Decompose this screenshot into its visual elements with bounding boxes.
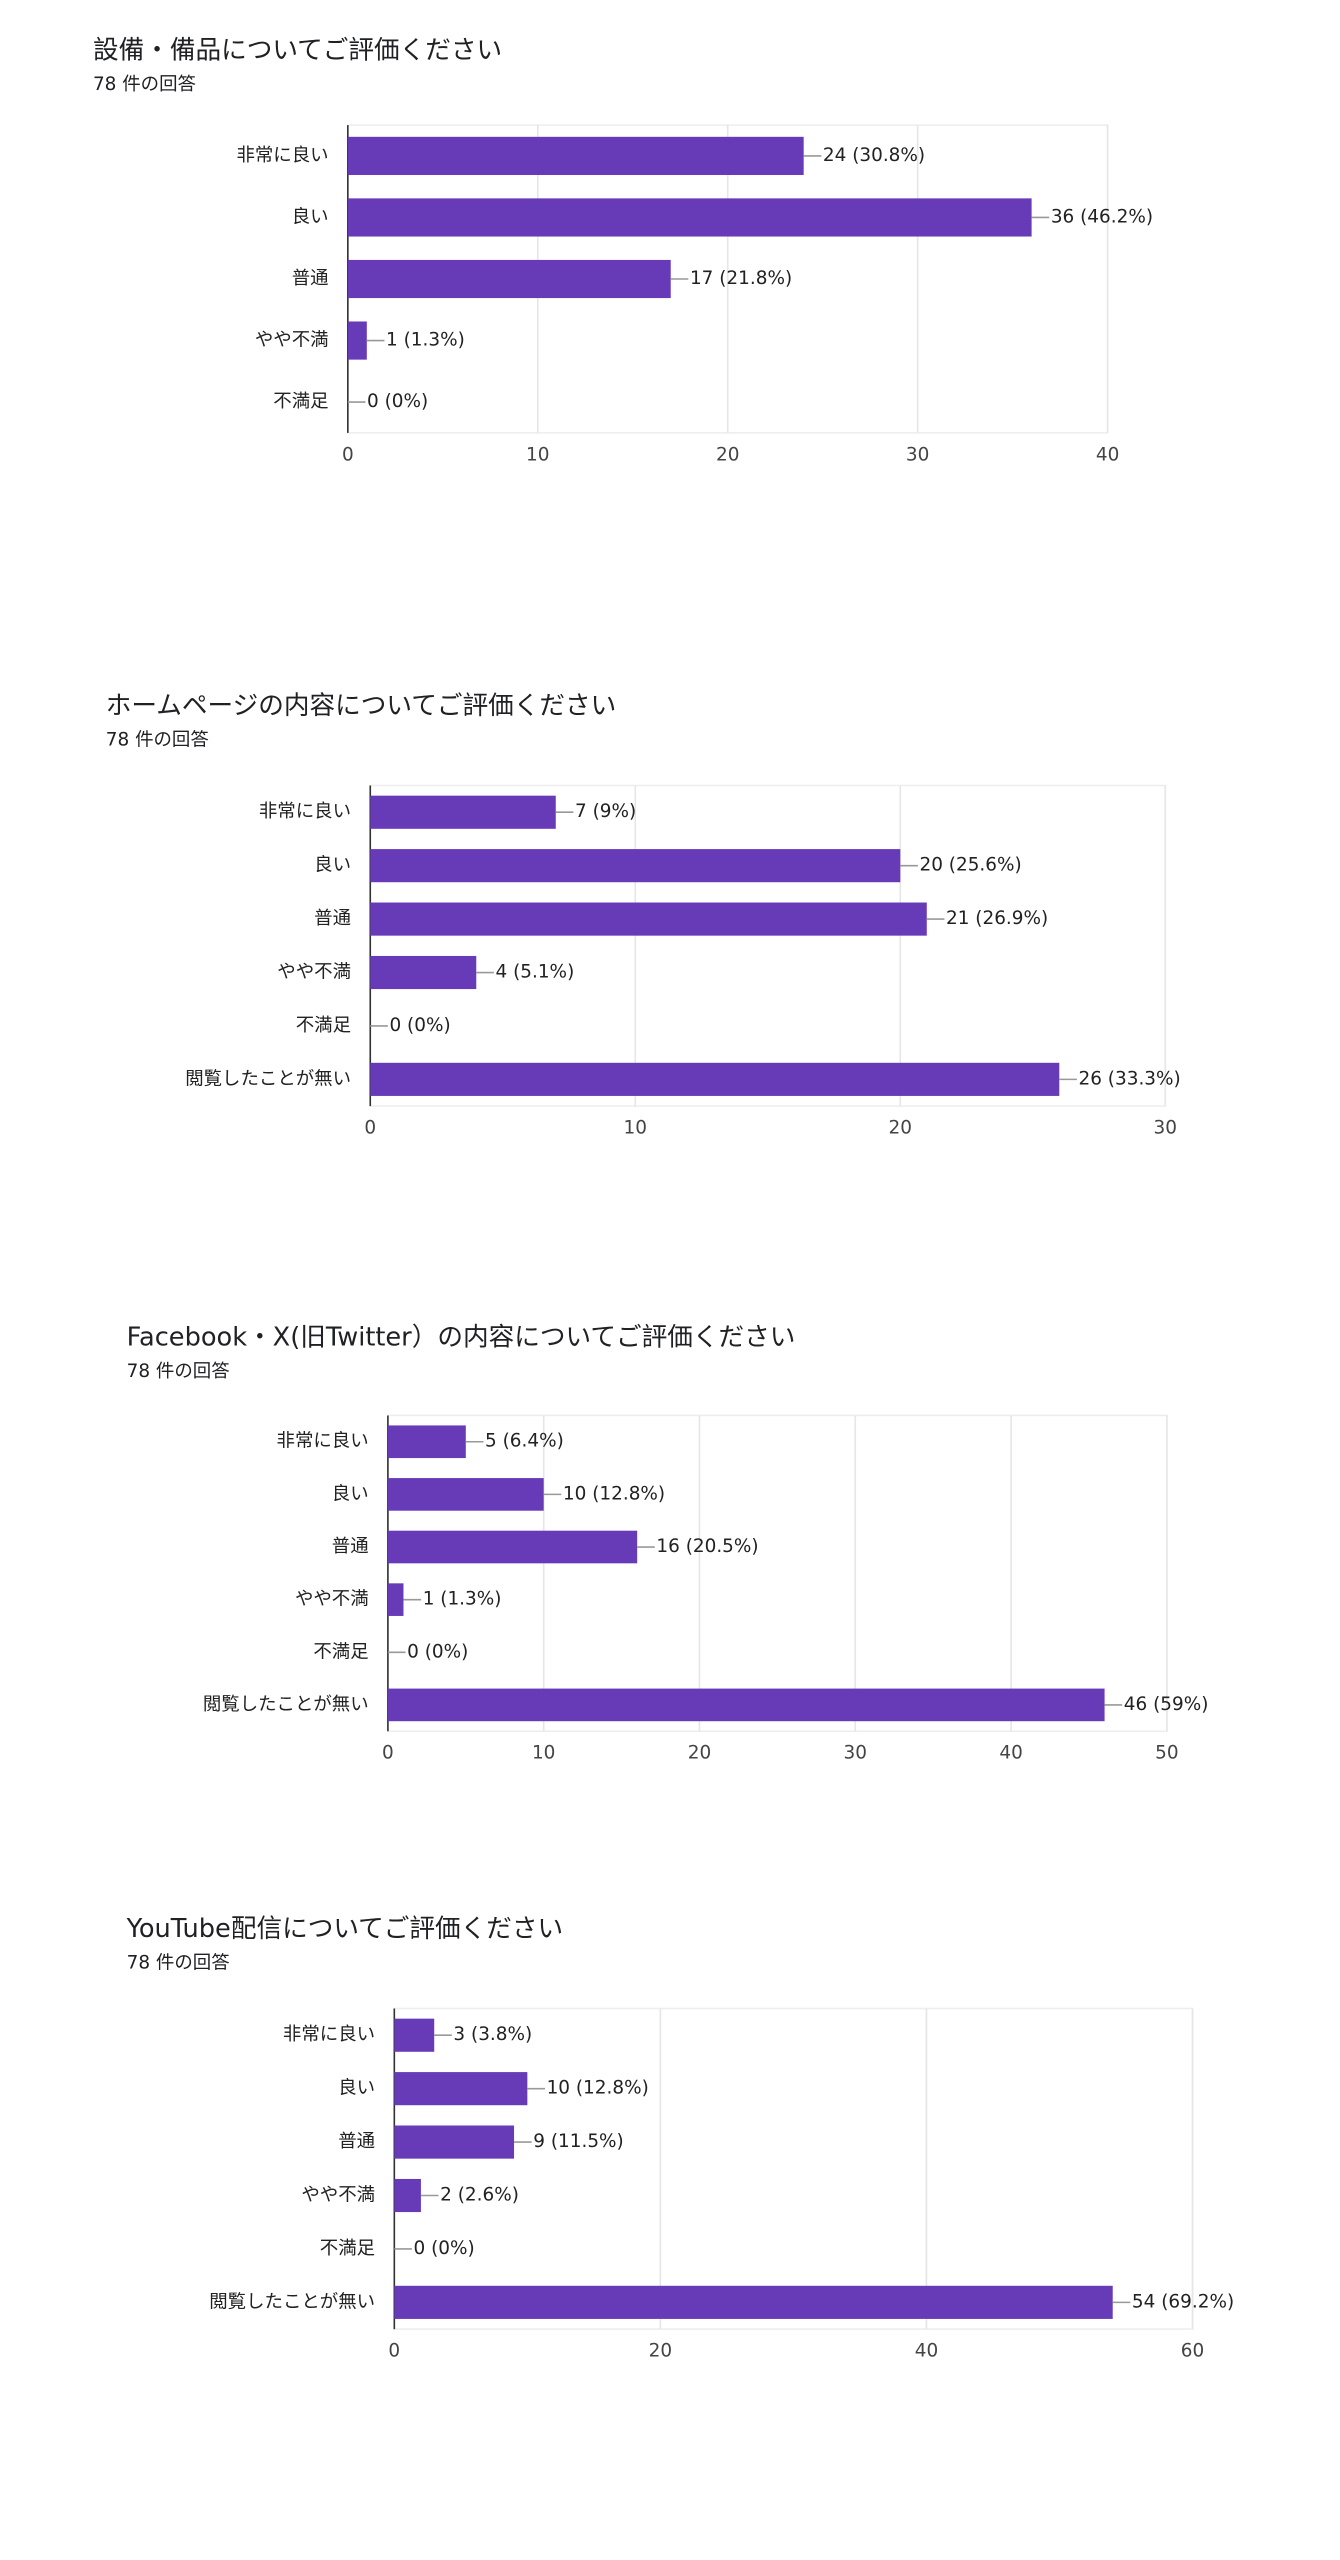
category-label: 非常に良い (259, 801, 351, 822)
chart-subtitle: 78 件の回答 (127, 1361, 230, 1382)
x-tick-label: 20 (688, 1743, 711, 1764)
chart-title: Facebook・X(旧Twitter）の内容についてご評価ください (127, 1323, 796, 1353)
x-tick-label: 40 (915, 2341, 938, 2362)
x-tick-label: 20 (649, 2341, 672, 2362)
chart-subtitle: 78 件の回答 (127, 1953, 230, 1974)
category-label: 普通 (338, 2131, 375, 2152)
x-tick-label: 60 (1181, 2341, 1204, 2362)
value-label: 20 (25.6%) (920, 855, 1022, 876)
bar (387, 1583, 404, 1616)
bar (387, 1478, 544, 1511)
plot-frame (369, 784, 1167, 1107)
value-label: 24 (30.8%) (823, 145, 925, 166)
value-label: 26 (33.3%) (1079, 1068, 1181, 1089)
value-label: 21 (26.9%) (946, 908, 1048, 929)
value-label: 0 (0%) (389, 1015, 450, 1036)
bar (394, 2072, 528, 2106)
bar (347, 259, 671, 299)
category-label: 良い (292, 206, 329, 227)
category-label: やや不満 (301, 2185, 375, 2206)
value-label: 1 (1.3%) (423, 1589, 502, 1610)
value-label: 36 (46.2%) (1051, 206, 1153, 227)
bar (370, 849, 901, 883)
chart-title: ホームページの内容についてご評価ください (106, 691, 616, 721)
bar (347, 136, 804, 175)
category-label: 不満足 (273, 391, 328, 412)
bar (394, 2018, 435, 2052)
bar (347, 198, 1032, 237)
chart-title: 設備・備品についてご評価ください (93, 35, 502, 65)
bar (387, 1425, 466, 1459)
x-tick-label: 0 (342, 444, 354, 465)
category-label: 良い (338, 2078, 375, 2099)
value-label: 9 (11.5%) (533, 2131, 623, 2152)
bar (370, 1062, 1060, 1096)
x-tick-label: 30 (906, 444, 929, 465)
category-label: 良い (314, 855, 351, 876)
x-tick-label: 0 (382, 1743, 394, 1764)
value-label: 46 (59%) (1124, 1694, 1209, 1715)
value-label: 10 (12.8%) (563, 1483, 665, 1504)
x-tick-label: 10 (532, 1743, 555, 1764)
x-tick-label: 0 (364, 1118, 376, 1139)
value-label: 5 (6.4%) (485, 1431, 564, 1452)
category-label: やや不満 (277, 962, 351, 983)
category-label: 閲覧したことが無い (185, 1068, 351, 1089)
value-label: 0 (0%) (367, 391, 428, 412)
category-label: 良い (332, 1483, 369, 1504)
value-label: 17 (21.8%) (690, 268, 792, 289)
x-tick-label: 10 (624, 1118, 647, 1139)
category-label: 普通 (292, 268, 329, 289)
bar (370, 795, 556, 829)
bar (394, 2125, 515, 2159)
value-label: 4 (5.1%) (496, 962, 575, 983)
category-label: 閲覧したことが無い (203, 1694, 369, 1715)
bar (370, 955, 477, 990)
chart-title: YouTube配信についてご評価ください (126, 1914, 564, 1944)
x-tick-label: 0 (388, 2341, 400, 2362)
value-label: 3 (3.8%) (453, 2024, 532, 2045)
x-tick-label: 30 (1154, 1118, 1177, 1139)
value-label: 0 (0%) (414, 2238, 475, 2259)
x-tick-label: 30 (844, 1743, 867, 1764)
x-tick-label: 20 (889, 1118, 912, 1139)
category-label: やや不満 (255, 330, 329, 351)
category-label: 不満足 (313, 1641, 368, 1662)
value-label: 54 (69.2%) (1132, 2291, 1234, 2312)
category-label: やや不満 (295, 1589, 369, 1610)
category-label: 非常に良い (236, 145, 328, 166)
plot-frame (393, 2007, 1194, 2330)
x-tick-label: 40 (1096, 444, 1119, 465)
category-label: 普通 (314, 908, 351, 929)
value-label: 7 (9%) (575, 801, 636, 822)
x-tick-label: 10 (526, 444, 549, 465)
category-label: 閲覧したことが無い (209, 2291, 375, 2312)
bar (387, 1530, 638, 1564)
bar (387, 1688, 1105, 1722)
plot-frame (387, 1414, 1168, 1733)
chart-subtitle: 78 件の回答 (106, 730, 209, 751)
category-label: 不満足 (296, 1015, 351, 1036)
bar (347, 321, 367, 360)
bar (394, 2285, 1113, 2319)
value-label: 0 (0%) (407, 1641, 468, 1662)
category-label: 普通 (332, 1536, 369, 1557)
category-label: 非常に良い (283, 2024, 375, 2045)
value-label: 16 (20.5%) (656, 1536, 758, 1557)
value-label: 2 (2.6%) (440, 2185, 519, 2206)
category-label: 不満足 (320, 2238, 375, 2259)
x-tick-label: 40 (999, 1743, 1022, 1764)
chart-subtitle: 78 件の回答 (93, 74, 196, 95)
category-label: 非常に良い (277, 1431, 369, 1452)
bar (370, 902, 927, 936)
x-tick-label: 20 (716, 444, 739, 465)
x-tick-label: 50 (1155, 1743, 1178, 1764)
value-label: 1 (1.3%) (386, 330, 465, 351)
bar (394, 2178, 421, 2213)
value-label: 10 (12.8%) (547, 2078, 649, 2099)
